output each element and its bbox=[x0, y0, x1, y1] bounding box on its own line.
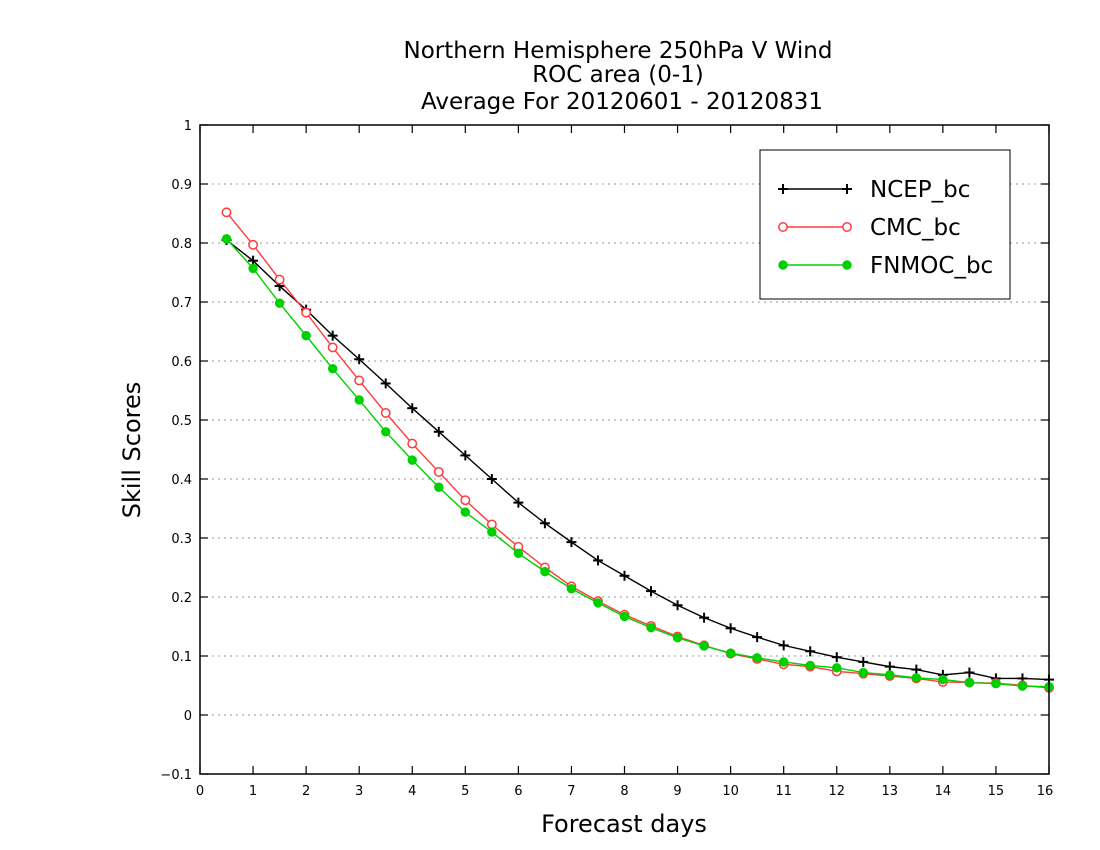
legend-item: CMC_bc bbox=[778, 215, 961, 241]
y-tick-label: 0.9 bbox=[171, 178, 192, 193]
x-axis-label: Forecast days bbox=[541, 810, 707, 838]
x-tick-label: 16 bbox=[1037, 784, 1054, 799]
y-axis-label: Skill Scores bbox=[118, 382, 146, 519]
data-point bbox=[540, 566, 550, 577]
data-point bbox=[301, 330, 311, 341]
data-point bbox=[699, 641, 709, 651]
data-point bbox=[911, 673, 922, 683]
chart-title-line-2: ROC area (0-1) bbox=[532, 62, 704, 88]
data-point bbox=[842, 260, 852, 270]
x-tick-label: 0 bbox=[196, 784, 204, 799]
data-point bbox=[327, 342, 338, 353]
y-tick-label: 0.8 bbox=[171, 237, 192, 252]
data-point bbox=[593, 598, 603, 608]
x-tick-label: 1 bbox=[249, 784, 257, 799]
data-point bbox=[274, 298, 285, 308]
data-point bbox=[460, 495, 471, 506]
chart-title: Northern Hemisphere 250hPa V Wind ROC ar… bbox=[404, 38, 833, 115]
data-point bbox=[805, 660, 815, 671]
chart-title-line-1: Northern Hemisphere 250hPa V Wind bbox=[404, 38, 833, 64]
x-tick-label: 7 bbox=[567, 784, 575, 799]
data-point bbox=[646, 622, 656, 633]
x-tick-label: 12 bbox=[828, 784, 845, 799]
series-fnmoc-bc bbox=[221, 234, 1054, 692]
data-point bbox=[672, 633, 683, 643]
y-tick-label: 0.7 bbox=[171, 296, 192, 311]
y-tick-label: 1 bbox=[184, 119, 192, 134]
data-point bbox=[842, 222, 852, 232]
x-tick-label: 2 bbox=[302, 784, 310, 799]
data-point bbox=[991, 679, 1001, 689]
data-point bbox=[566, 584, 577, 594]
data-point bbox=[487, 527, 497, 537]
data-point bbox=[434, 482, 444, 492]
data-point bbox=[964, 677, 975, 688]
data-point bbox=[885, 670, 895, 680]
series-line bbox=[226, 239, 1050, 681]
data-point bbox=[407, 438, 418, 449]
data-point bbox=[858, 667, 868, 678]
data-point bbox=[381, 427, 391, 437]
y-tick-label: 0 bbox=[184, 709, 192, 724]
x-tick-label: 3 bbox=[355, 784, 363, 799]
y-tick-label: 0.1 bbox=[171, 650, 192, 665]
data-point bbox=[354, 395, 364, 405]
data-point bbox=[433, 466, 444, 477]
chart-title-line-3: Average For 20120601 - 20120831 bbox=[421, 89, 823, 115]
data-point bbox=[354, 375, 365, 386]
data-point bbox=[752, 653, 762, 663]
legend-label: NCEP_bc bbox=[870, 177, 970, 203]
series-line bbox=[226, 238, 1050, 688]
x-tick-label: 9 bbox=[673, 784, 681, 799]
data-point bbox=[248, 239, 259, 250]
legend-item: FNMOC_bc bbox=[778, 253, 993, 279]
data-point bbox=[274, 274, 285, 285]
data-point bbox=[513, 548, 524, 559]
x-tick-label: 11 bbox=[775, 784, 792, 799]
data-point bbox=[380, 407, 391, 418]
plot-frame bbox=[199, 124, 1050, 775]
x-tick-label: 10 bbox=[722, 784, 739, 799]
data-point bbox=[221, 234, 232, 244]
y-tick-label: −0.1 bbox=[160, 768, 192, 783]
legend-box bbox=[759, 149, 1011, 300]
data-point bbox=[938, 674, 948, 685]
y-tick-label: 0.6 bbox=[171, 355, 192, 370]
legend: NCEP_bc CMC_bc FNMOC_bc bbox=[759, 149, 1011, 300]
data-point bbox=[832, 663, 842, 673]
data-point bbox=[460, 507, 471, 517]
legend-label: FNMOC_bc bbox=[870, 253, 993, 279]
tick-labels: −0.100.10.20.30.40.50.60.70.80.910 1 2 3 4 5 6… bbox=[160, 119, 1053, 799]
x-tick-label: 5 bbox=[461, 784, 469, 799]
y-tick-label: 0.2 bbox=[171, 591, 192, 606]
legend-label: CMC_bc bbox=[870, 215, 961, 241]
data-point bbox=[778, 260, 788, 270]
data-point bbox=[778, 222, 788, 232]
y-tick-label: 0.3 bbox=[171, 532, 192, 547]
x-tick-label: 14 bbox=[935, 784, 952, 799]
series-ncep-bc bbox=[221, 235, 1054, 685]
series-layer bbox=[221, 207, 1054, 693]
data-point bbox=[407, 455, 417, 465]
data-point bbox=[327, 363, 338, 374]
x-tick-label: 4 bbox=[408, 784, 416, 799]
data-point bbox=[619, 611, 630, 622]
x-tick-label: 15 bbox=[988, 784, 1005, 799]
data-point bbox=[486, 519, 497, 530]
data-point bbox=[248, 263, 258, 274]
x-tick-label: 6 bbox=[514, 784, 522, 799]
y-tick-label: 0.5 bbox=[171, 414, 192, 429]
y-tick-label: 0.4 bbox=[171, 473, 192, 488]
legend-item: NCEP_bc bbox=[778, 177, 970, 203]
data-point bbox=[778, 657, 789, 667]
data-point bbox=[1017, 681, 1028, 691]
data-point bbox=[725, 648, 736, 658]
data-point bbox=[221, 207, 232, 218]
data-point bbox=[301, 307, 312, 318]
x-tick-label: 13 bbox=[882, 784, 899, 799]
x-tick-label: 8 bbox=[620, 784, 628, 799]
